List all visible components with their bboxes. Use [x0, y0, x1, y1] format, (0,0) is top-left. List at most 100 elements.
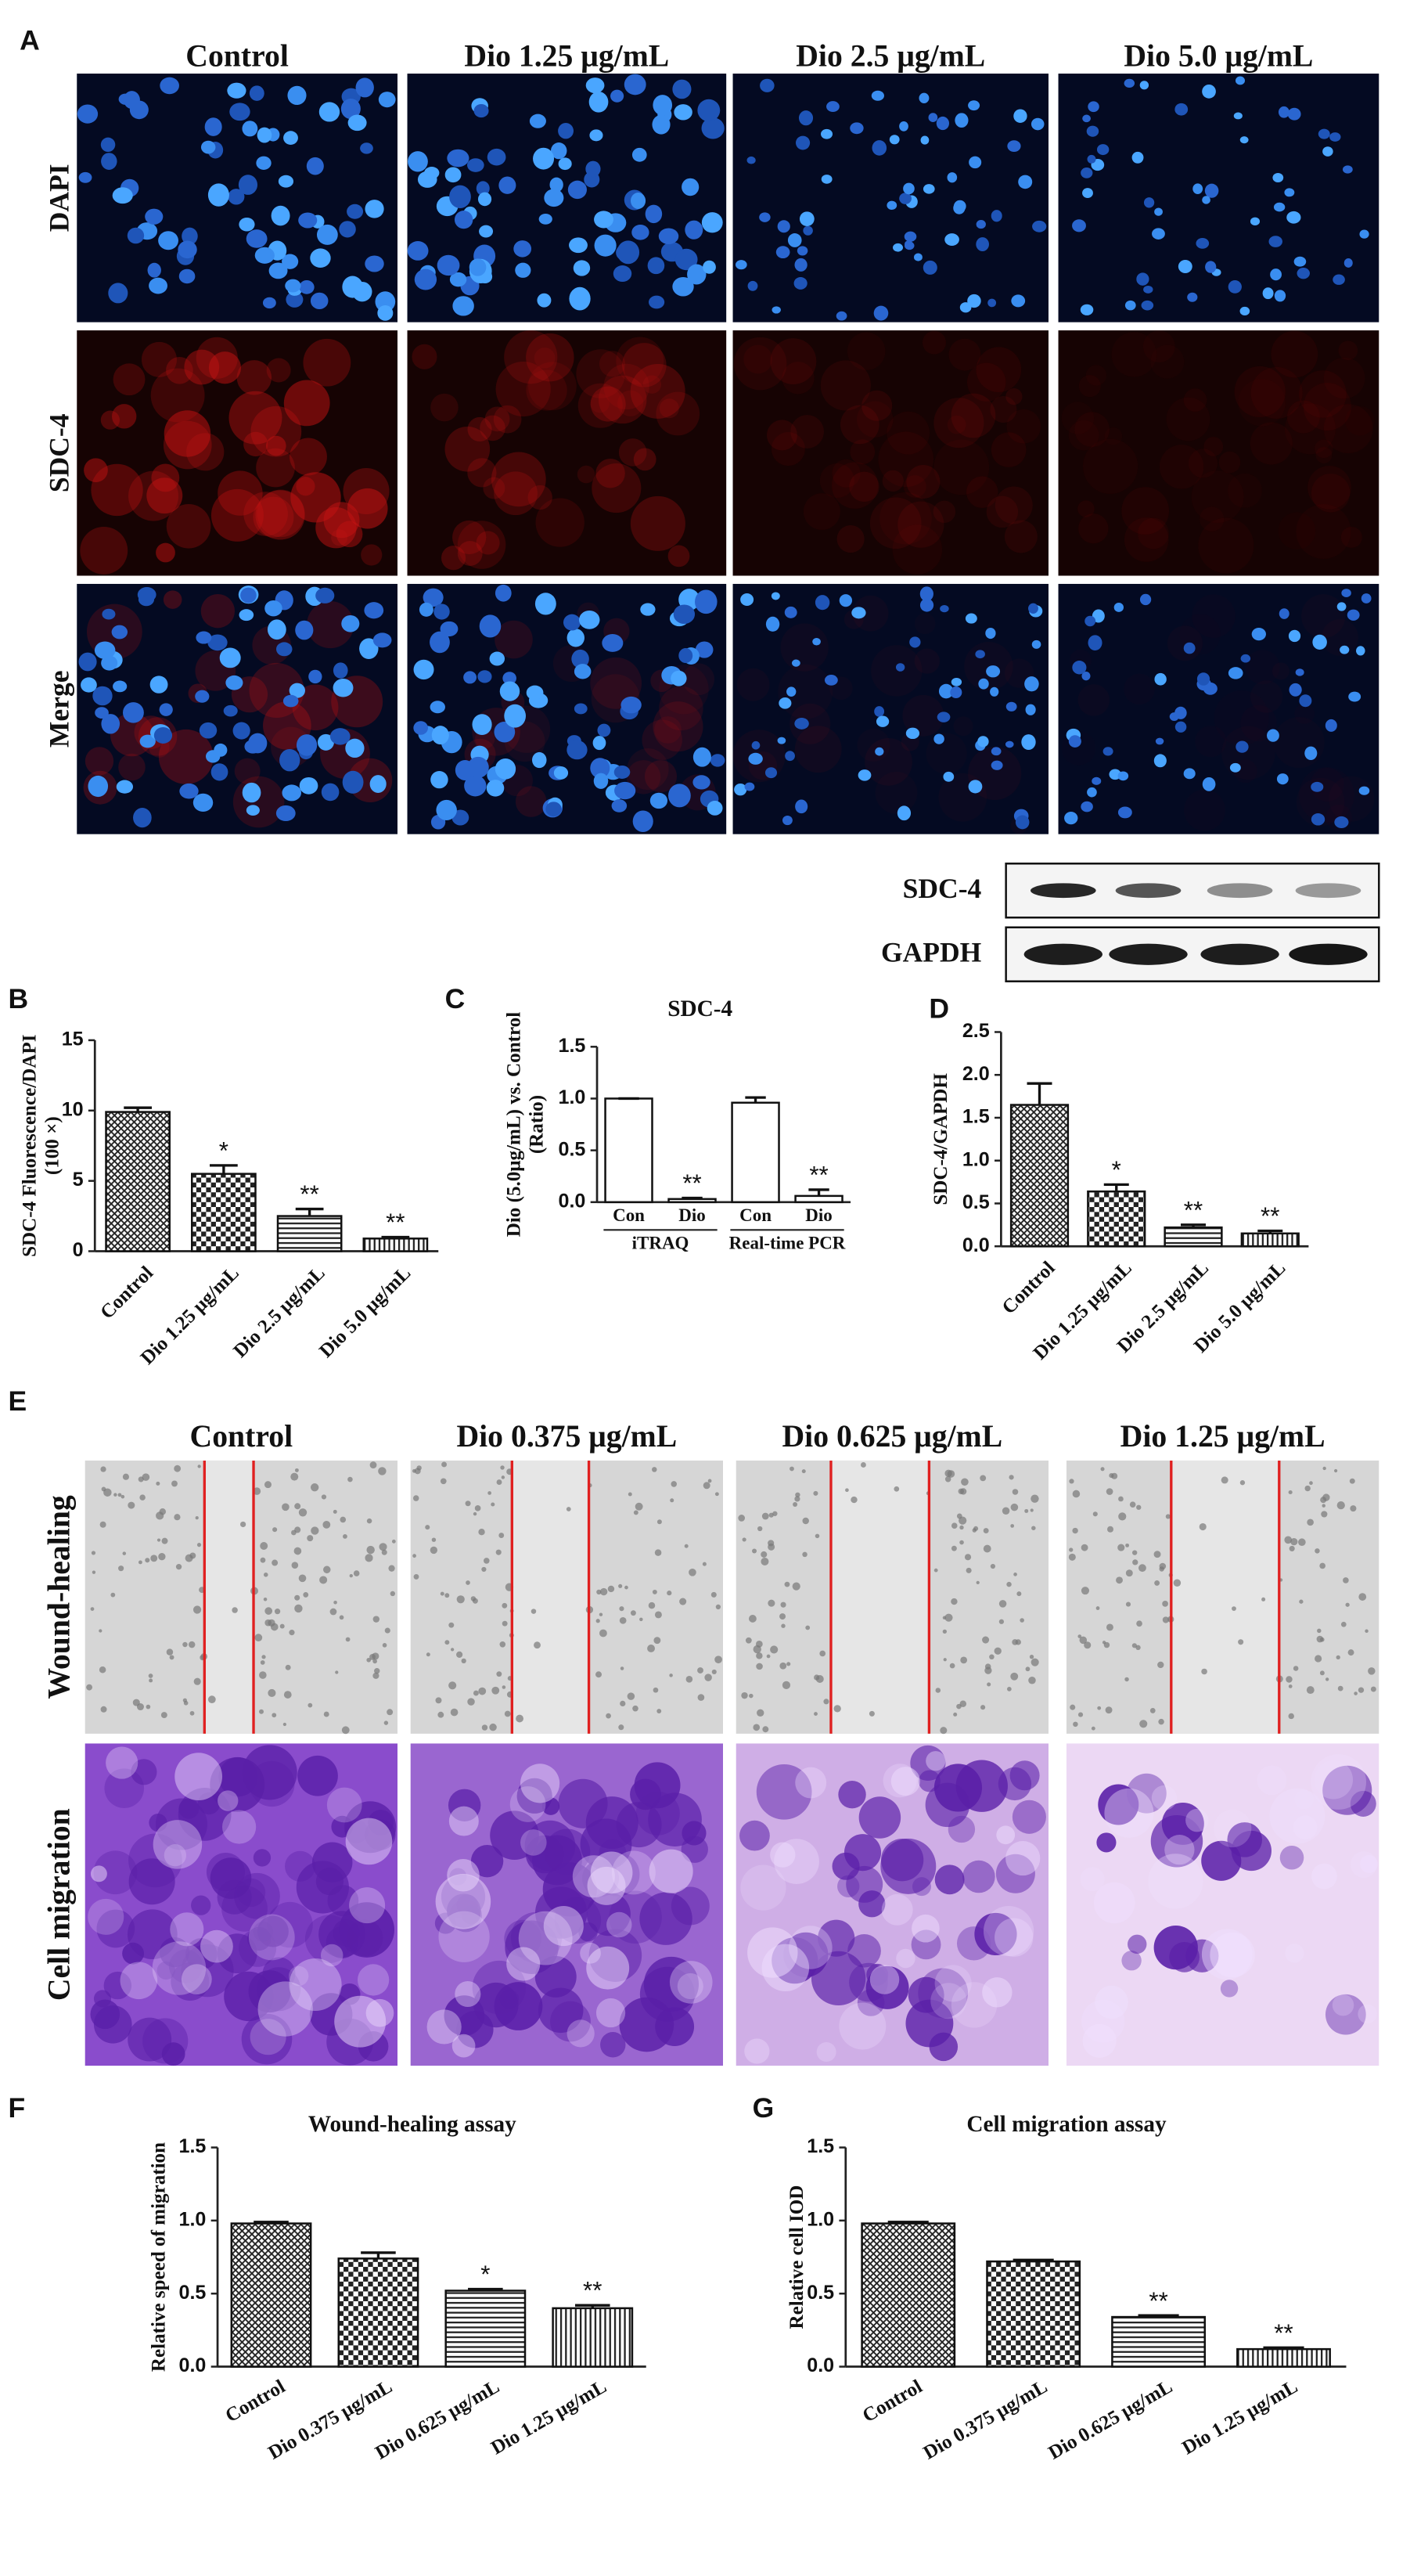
nucleus — [969, 156, 982, 169]
cell — [1165, 1514, 1171, 1519]
stain — [166, 503, 211, 549]
stain — [90, 1865, 107, 1882]
cell — [264, 1481, 272, 1489]
nucleus — [977, 736, 989, 748]
nucleus — [111, 625, 128, 639]
nucleus — [1288, 629, 1301, 643]
cell — [174, 1514, 181, 1521]
stain — [836, 525, 865, 553]
nucleus — [987, 298, 997, 308]
nucleus — [1013, 109, 1027, 123]
cell — [619, 1606, 624, 1612]
nucleus — [289, 683, 305, 698]
cell — [207, 1695, 216, 1704]
cell — [793, 1502, 798, 1507]
nucleus — [1276, 773, 1289, 785]
bar — [794, 1194, 843, 1204]
nucleus — [569, 237, 588, 254]
cell — [319, 1576, 328, 1584]
nucleus — [1233, 112, 1243, 120]
nucleus — [933, 733, 944, 744]
nucleus — [472, 714, 492, 735]
cell — [989, 1654, 995, 1660]
y-axis-label: SDC-4/GAPDH — [930, 1073, 951, 1205]
column-header: Dio 1.25 μg/mL — [1120, 1419, 1325, 1454]
nucleus — [257, 127, 272, 143]
cell — [322, 1520, 331, 1529]
cell — [1159, 1562, 1167, 1570]
cell — [1105, 1706, 1113, 1714]
nucleus — [692, 775, 710, 790]
significance: * — [219, 1137, 228, 1164]
cell — [264, 1619, 272, 1627]
x-tick-label: Dio 1.25 μg/mL — [487, 2376, 610, 2459]
nucleus — [419, 602, 433, 617]
nucleus — [923, 260, 937, 275]
stain — [93, 2005, 132, 2044]
cell — [285, 1664, 291, 1670]
cell — [310, 1483, 319, 1492]
cell — [175, 1564, 182, 1570]
stain — [309, 1993, 353, 2036]
stain — [774, 1839, 819, 1884]
stain — [526, 333, 574, 382]
cell — [1349, 1478, 1355, 1484]
cell — [329, 1608, 337, 1616]
cell — [749, 1693, 754, 1699]
cell — [1322, 1466, 1326, 1471]
nucleus — [943, 771, 955, 782]
stain — [1005, 387, 1023, 405]
nucleus — [672, 276, 694, 297]
stain — [995, 1918, 1034, 1957]
nucleus — [563, 614, 581, 631]
cell — [498, 1533, 505, 1538]
nucleus — [408, 151, 428, 172]
panel-letter: F — [8, 2092, 25, 2124]
stain — [1006, 409, 1041, 444]
cell — [1201, 1668, 1207, 1675]
cell — [387, 1709, 394, 1716]
cell — [1173, 1579, 1182, 1587]
cell — [142, 1473, 150, 1481]
cell — [1015, 1639, 1021, 1645]
nucleus — [658, 228, 679, 245]
cell — [815, 1675, 824, 1683]
chart-title: Wound-healing assay — [308, 2112, 516, 2137]
cell — [311, 1526, 319, 1535]
stain — [790, 703, 831, 744]
stain — [1238, 379, 1286, 427]
nucleus — [645, 204, 663, 224]
nucleus — [1311, 781, 1324, 792]
cell — [195, 1516, 199, 1520]
nucleus — [365, 255, 384, 272]
stain — [257, 1981, 313, 2037]
cell — [794, 1496, 800, 1502]
cell — [341, 1726, 350, 1735]
stain — [1228, 474, 1262, 508]
stain — [908, 1976, 944, 2013]
y-tick-label: 0.0 — [962, 1234, 990, 1256]
micrograph — [1058, 74, 1379, 322]
stain — [642, 375, 662, 394]
cell — [1293, 1666, 1299, 1671]
nucleus — [430, 631, 450, 654]
stain — [626, 760, 661, 794]
nucleus — [697, 99, 721, 122]
nucleus — [321, 783, 340, 802]
stain — [163, 420, 212, 470]
nucleus — [574, 664, 592, 679]
cell — [1020, 1618, 1024, 1623]
blot-label: SDC-4 — [903, 873, 982, 904]
y-tick-label: 10 — [62, 1098, 84, 1120]
stain — [857, 401, 894, 438]
y-axis-label: (Ratio) — [527, 1095, 548, 1154]
cell — [1073, 1721, 1078, 1728]
cell — [1135, 1645, 1141, 1651]
nucleus — [903, 182, 915, 195]
stain — [1360, 1854, 1378, 1873]
nucleus — [795, 799, 808, 814]
nucleus — [1236, 740, 1249, 753]
stain — [1124, 517, 1169, 562]
panel-letter: A — [20, 25, 40, 56]
nucleus — [631, 193, 646, 209]
